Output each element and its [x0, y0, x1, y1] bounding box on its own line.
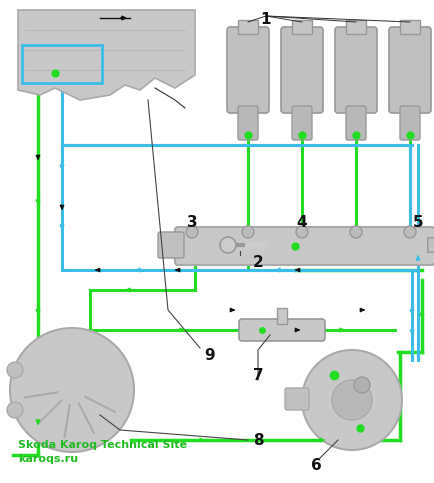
Bar — [277, 308, 287, 324]
FancyBboxPatch shape — [389, 27, 431, 113]
Text: 7: 7 — [253, 368, 263, 383]
Text: 2: 2 — [253, 255, 263, 270]
Text: 9: 9 — [205, 347, 215, 363]
Circle shape — [404, 226, 416, 238]
FancyBboxPatch shape — [227, 27, 269, 113]
FancyBboxPatch shape — [239, 319, 325, 341]
Circle shape — [302, 350, 402, 450]
Circle shape — [186, 226, 198, 238]
Text: 6: 6 — [311, 457, 321, 472]
Text: 3: 3 — [187, 214, 197, 229]
Circle shape — [350, 226, 362, 238]
FancyBboxPatch shape — [400, 106, 420, 140]
FancyBboxPatch shape — [281, 27, 323, 113]
FancyBboxPatch shape — [335, 27, 377, 113]
Bar — [292, 20, 312, 34]
Circle shape — [296, 226, 308, 238]
Circle shape — [7, 362, 23, 378]
Circle shape — [354, 377, 370, 393]
Text: 5: 5 — [413, 214, 423, 229]
Circle shape — [10, 328, 134, 452]
Bar — [238, 20, 258, 34]
Circle shape — [332, 380, 372, 420]
FancyBboxPatch shape — [158, 232, 184, 258]
Bar — [346, 20, 366, 34]
Circle shape — [7, 402, 23, 418]
Polygon shape — [18, 10, 195, 100]
Bar — [400, 20, 420, 34]
Bar — [22, 45, 102, 83]
FancyBboxPatch shape — [238, 106, 258, 140]
FancyBboxPatch shape — [427, 238, 434, 252]
FancyBboxPatch shape — [175, 227, 434, 265]
Text: 8: 8 — [253, 432, 263, 448]
FancyBboxPatch shape — [292, 106, 312, 140]
FancyBboxPatch shape — [285, 388, 309, 410]
Text: karoqs.ru: karoqs.ru — [18, 454, 78, 464]
FancyBboxPatch shape — [346, 106, 366, 140]
Text: 4: 4 — [297, 214, 307, 229]
Circle shape — [220, 237, 236, 253]
Text: Skoda Karoq Technical Site: Skoda Karoq Technical Site — [18, 440, 187, 450]
Text: 1: 1 — [261, 12, 271, 27]
Circle shape — [242, 226, 254, 238]
